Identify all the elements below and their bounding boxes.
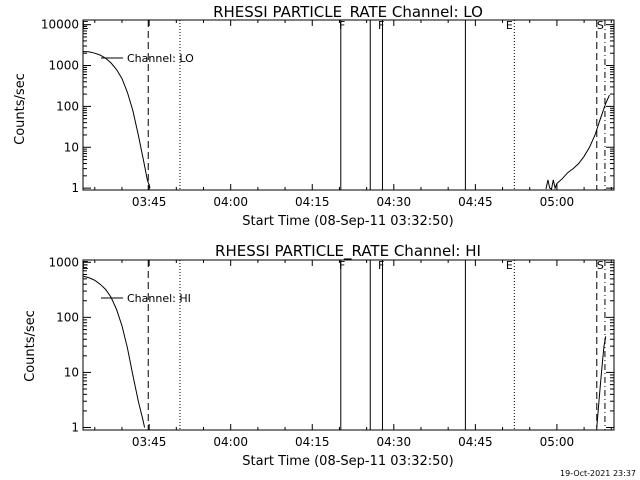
lo-chart-title: RHESSI PARTICLE_RATE Channel: LO bbox=[213, 3, 483, 22]
hi-y-tick-label: 100 bbox=[56, 310, 79, 324]
lo-y-ticks: 1 10 100 1000 10000 bbox=[41, 18, 614, 195]
hi-plot-frame bbox=[82, 259, 615, 431]
hi-channel-panel: RHESSI PARTICLE_RATE Channel: HI Start T… bbox=[23, 242, 615, 469]
hi-chart-title: RHESSI PARTICLE_RATE Channel: HI bbox=[215, 242, 481, 261]
lo-x-tick-label: 05:00 bbox=[540, 195, 575, 209]
lo-event-lines bbox=[147, 20, 606, 190]
lo-legend-label: Channel: LO bbox=[127, 52, 194, 65]
hi-flag-s: S bbox=[597, 259, 604, 272]
lo-data-series bbox=[82, 51, 610, 190]
hi-x-ticks: 03:45 04:00 04:15 04:30 04:45 05:00 bbox=[94, 260, 612, 449]
lo-y-tick-label: 1000 bbox=[48, 59, 79, 73]
lo-y-tick-label: 10000 bbox=[41, 18, 79, 32]
lo-y-axis-label: Counts/sec bbox=[13, 73, 28, 145]
lo-flag-e: E bbox=[506, 19, 513, 32]
lo-channel-panel: RHESSI PARTICLE_RATE Channel: LO Start T… bbox=[13, 3, 615, 229]
hi-y-tick-label: 1000 bbox=[48, 255, 79, 269]
hi-series-line-segment bbox=[82, 275, 146, 428]
lo-y-tick-label: 1 bbox=[71, 181, 79, 195]
footer-timestamp: 19-Oct-2021 23:37 bbox=[560, 469, 636, 478]
hi-data-series bbox=[82, 275, 607, 428]
hi-flag-e: E bbox=[82, 259, 89, 272]
lo-plot-frame bbox=[82, 19, 615, 191]
hi-event-lines bbox=[147, 260, 606, 430]
lo-x-tick-label: 04:30 bbox=[377, 195, 412, 209]
hi-series-line-segment bbox=[596, 336, 607, 428]
hi-y-tick-label: 1 bbox=[71, 420, 79, 434]
lo-flag-f: F bbox=[339, 19, 345, 32]
lo-x-tick-label: 04:15 bbox=[295, 195, 330, 209]
hi-y-axis-label: Counts/sec bbox=[23, 310, 38, 382]
hi-flag-f: F bbox=[339, 259, 345, 272]
lo-flag-s: S bbox=[597, 19, 604, 32]
hi-x-tick-label: 04:15 bbox=[295, 435, 330, 449]
lo-x-ticks: 03:45 04:00 04:15 04:30 04:45 05:00 bbox=[94, 20, 612, 209]
lo-x-axis-label: Start Time (08-Sep-11 03:32:50) bbox=[242, 214, 453, 229]
hi-x-tick-label: 04:30 bbox=[377, 435, 412, 449]
hi-y-tick-label: 10 bbox=[64, 365, 79, 379]
lo-series-line-segment bbox=[545, 94, 610, 190]
hi-x-tick-label: 04:00 bbox=[213, 435, 248, 449]
hi-x-axis-label: Start Time (08-Sep-11 03:32:50) bbox=[242, 454, 453, 469]
hi-flag-e: E bbox=[506, 259, 513, 272]
lo-flag-f: F bbox=[378, 19, 384, 32]
hi-y-ticks: 1 10 100 1000 bbox=[48, 255, 614, 434]
lo-y-tick-label: 100 bbox=[56, 99, 79, 113]
lo-x-tick-label: 04:45 bbox=[458, 195, 493, 209]
hi-x-tick-label: 03:45 bbox=[132, 435, 167, 449]
hi-flag-f: F bbox=[378, 259, 384, 272]
lo-x-tick-label: 04:00 bbox=[213, 195, 248, 209]
lo-x-tick-label: 03:45 bbox=[132, 195, 167, 209]
lo-series-line-segment bbox=[82, 51, 151, 189]
hi-legend-label: Channel: HI bbox=[127, 292, 191, 305]
lo-y-tick-label: 10 bbox=[64, 140, 79, 154]
hi-x-tick-label: 04:45 bbox=[458, 435, 493, 449]
hi-x-tick-label: 05:00 bbox=[540, 435, 575, 449]
lo-flag-e: E bbox=[82, 19, 89, 32]
